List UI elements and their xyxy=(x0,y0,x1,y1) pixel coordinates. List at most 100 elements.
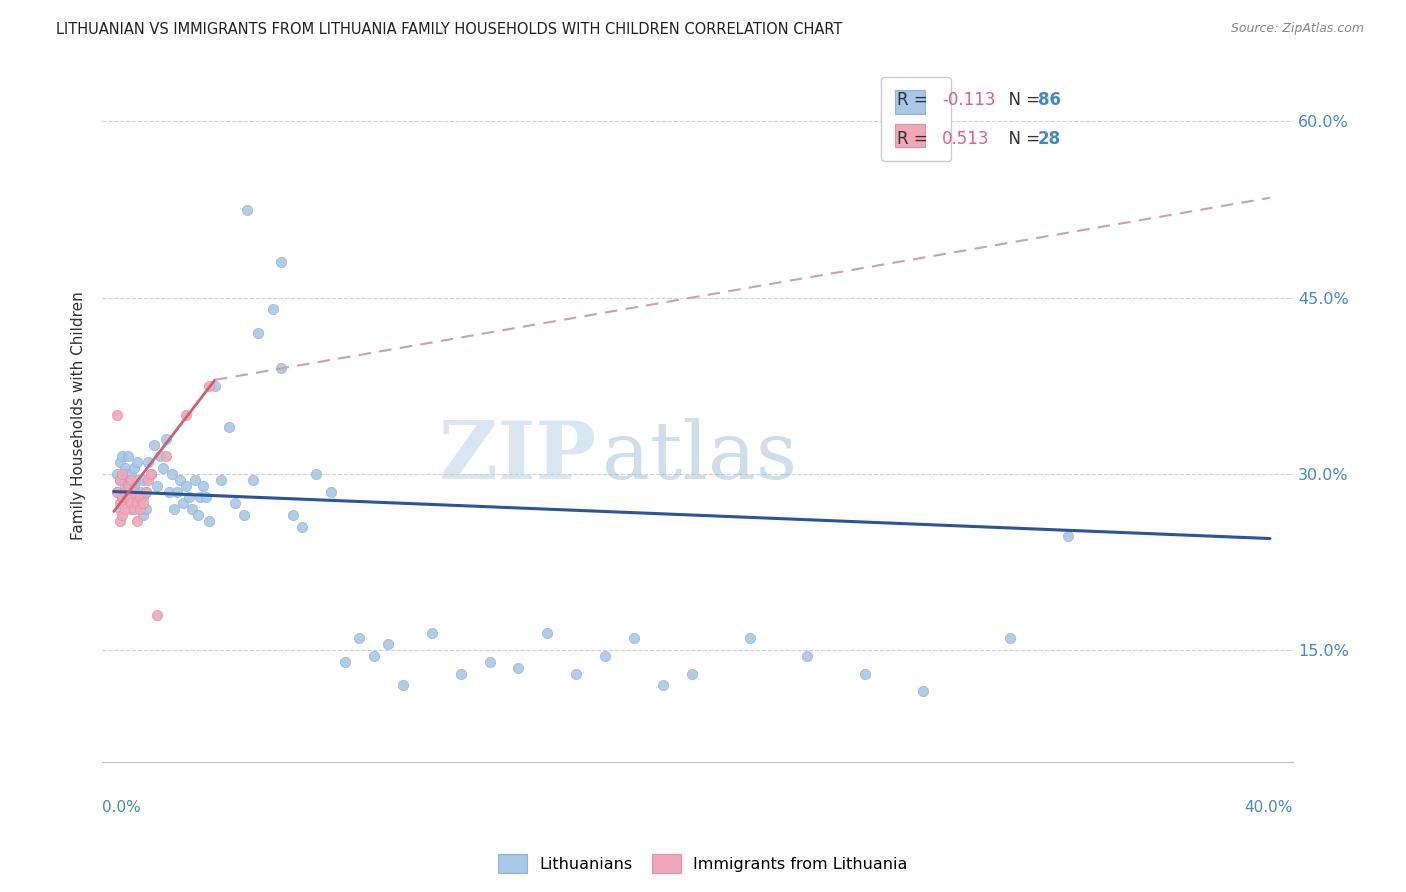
Point xyxy=(270,255,292,269)
Point xyxy=(117,450,139,464)
Point xyxy=(111,491,134,505)
Point xyxy=(122,502,145,516)
Point xyxy=(623,632,645,646)
Text: N =: N = xyxy=(998,129,1046,148)
Point xyxy=(125,455,148,469)
Point xyxy=(125,491,148,505)
Point xyxy=(120,467,142,481)
Point xyxy=(392,678,415,692)
Point xyxy=(114,484,136,499)
Point xyxy=(363,648,385,663)
Point xyxy=(114,496,136,510)
Point xyxy=(235,202,257,217)
Point xyxy=(565,666,588,681)
Point xyxy=(204,378,226,392)
Point xyxy=(111,467,134,481)
Text: N =: N = xyxy=(998,91,1046,109)
Point xyxy=(172,496,194,510)
Y-axis label: Family Households with Children: Family Households with Children xyxy=(72,291,86,540)
Point xyxy=(224,496,246,510)
Point xyxy=(120,484,142,499)
Point xyxy=(508,661,530,675)
Point xyxy=(108,473,131,487)
Point xyxy=(128,502,150,516)
Text: ZIP: ZIP xyxy=(440,417,596,496)
Point xyxy=(262,302,284,317)
Point xyxy=(187,508,209,522)
Text: 28: 28 xyxy=(1038,129,1060,148)
Point xyxy=(122,496,145,510)
Point xyxy=(122,461,145,475)
Point xyxy=(131,473,153,487)
Point xyxy=(998,632,1021,646)
Point xyxy=(349,632,371,646)
Point xyxy=(120,502,142,516)
Point xyxy=(652,678,675,692)
Point xyxy=(131,491,153,505)
Point xyxy=(146,478,169,492)
Point xyxy=(420,625,443,640)
Point xyxy=(114,502,136,516)
Point xyxy=(125,514,148,528)
Point xyxy=(681,666,703,681)
Point xyxy=(125,473,148,487)
Text: 86: 86 xyxy=(1038,91,1060,109)
Point xyxy=(152,461,174,475)
Point xyxy=(796,648,818,663)
Text: -0.113: -0.113 xyxy=(942,91,995,109)
Point xyxy=(128,502,150,516)
Point xyxy=(105,467,128,481)
Point xyxy=(108,455,131,469)
Point xyxy=(111,450,134,464)
Point xyxy=(155,450,177,464)
Point xyxy=(174,408,197,422)
Point xyxy=(120,496,142,510)
Point xyxy=(135,484,157,499)
Point xyxy=(117,484,139,499)
Point xyxy=(114,461,136,475)
Point xyxy=(117,478,139,492)
Point xyxy=(169,473,191,487)
Point xyxy=(105,484,128,499)
Point xyxy=(912,684,935,698)
Point xyxy=(122,478,145,492)
Point xyxy=(141,467,163,481)
Point xyxy=(193,478,215,492)
Text: R =: R = xyxy=(897,91,934,109)
Legend: Lithuanians, Immigrants from Lithuania: Lithuanians, Immigrants from Lithuania xyxy=(492,847,914,880)
Point xyxy=(117,491,139,505)
Point xyxy=(177,491,200,505)
Point xyxy=(1056,529,1078,543)
Point xyxy=(163,502,186,516)
Point xyxy=(105,408,128,422)
Point xyxy=(281,508,304,522)
Point xyxy=(166,484,188,499)
Point xyxy=(593,648,616,663)
Point xyxy=(478,655,501,669)
Point xyxy=(270,361,292,376)
Point xyxy=(209,473,232,487)
Point xyxy=(232,508,254,522)
Point xyxy=(198,378,221,392)
Point xyxy=(450,666,472,681)
Point xyxy=(117,467,139,481)
Point xyxy=(120,473,142,487)
Point xyxy=(111,473,134,487)
Point xyxy=(122,484,145,499)
Point xyxy=(180,502,202,516)
Point xyxy=(108,473,131,487)
Point xyxy=(183,473,205,487)
Point xyxy=(138,473,160,487)
Point xyxy=(738,632,761,646)
Text: 0.513: 0.513 xyxy=(942,129,990,148)
Point xyxy=(247,326,270,340)
Text: 0.0%: 0.0% xyxy=(103,800,141,815)
Point xyxy=(190,491,212,505)
Point xyxy=(242,473,264,487)
Text: Source: ZipAtlas.com: Source: ZipAtlas.com xyxy=(1230,22,1364,36)
Point xyxy=(377,637,399,651)
Point xyxy=(125,496,148,510)
Legend: , : , xyxy=(882,77,952,161)
Point xyxy=(174,478,197,492)
Point xyxy=(128,491,150,505)
